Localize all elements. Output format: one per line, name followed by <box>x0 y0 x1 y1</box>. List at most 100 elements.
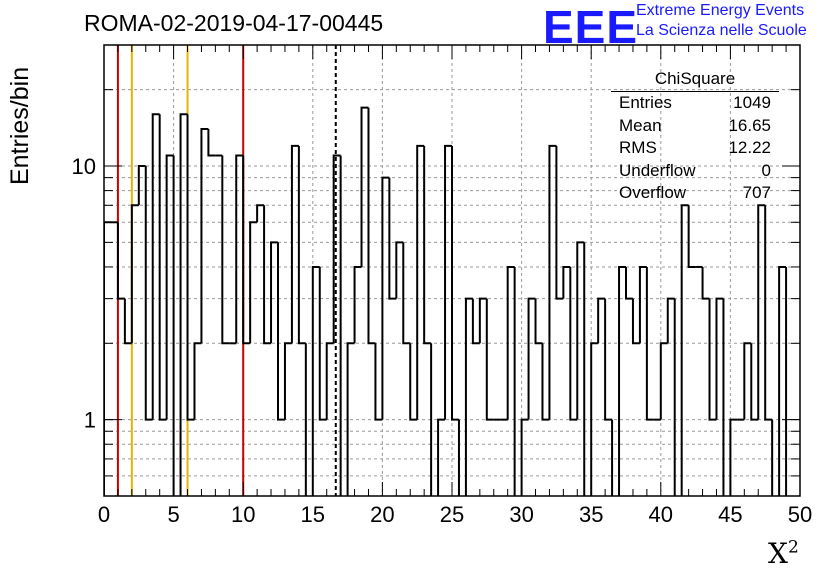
histogram-bin <box>332 154 341 344</box>
histogram-bin <box>158 114 167 421</box>
histogram-bars <box>104 106 788 496</box>
histogram-bin <box>423 145 432 345</box>
histogram-bin <box>757 204 766 420</box>
histogram-bin <box>381 176 390 420</box>
x-tick-label: 15 <box>301 502 325 527</box>
histogram-bin <box>513 266 516 496</box>
x-tick-label: 35 <box>579 502 603 527</box>
x-tick-label: 25 <box>440 502 464 527</box>
histogram-bin <box>277 242 285 421</box>
histogram-bin <box>130 204 139 344</box>
histogram-bin <box>778 265 787 496</box>
histogram-bin <box>416 144 425 420</box>
histogram-bin <box>444 144 452 420</box>
stats-value: 12.22 <box>728 138 771 157</box>
histogram-bin <box>701 266 710 300</box>
x-tick-label: 45 <box>718 502 742 527</box>
histogram-bin <box>611 419 614 496</box>
y-tick-label: 10 <box>72 154 96 179</box>
histogram-bin <box>785 266 788 496</box>
histogram-bin <box>471 298 480 345</box>
histogram-bin <box>263 205 272 345</box>
x-tick-label: 0 <box>98 502 110 527</box>
logo-text-line2: La Scienza nelle Scuole <box>636 22 807 39</box>
axes: 0 5 10 15 20 25 30 35 40 45 50 1 10 <box>72 44 812 527</box>
x-axis-label-sup: 2 <box>787 537 799 558</box>
histogram-bin <box>548 144 557 420</box>
x-axis-label-text: X <box>768 537 788 570</box>
histogram-bin <box>297 145 306 345</box>
histogram-bin <box>743 342 752 420</box>
histogram-bin <box>673 298 676 496</box>
histogram-bin <box>638 265 647 344</box>
histogram-bin <box>464 297 473 496</box>
eee-logo: EEE <box>543 1 639 53</box>
histogram-bin <box>576 241 585 420</box>
stats-value: 0 <box>761 160 771 180</box>
histogram-bin <box>437 418 446 496</box>
stats-label: Underflow <box>619 160 696 180</box>
marker-lines <box>116 45 337 496</box>
stats-box-title: ChiSquare <box>611 69 779 92</box>
histogram-bin <box>116 222 125 300</box>
y-tick-label: 1 <box>84 408 96 433</box>
histogram-bin <box>451 145 459 421</box>
histogram-bin <box>123 298 132 345</box>
stats-label: RMS <box>619 138 657 157</box>
histogram-bin <box>715 297 724 420</box>
histogram-bin <box>388 177 397 300</box>
stats-value: 1049 <box>733 93 771 112</box>
histogram-bin <box>457 419 460 496</box>
histogram-bin <box>235 154 244 344</box>
histogram-bin <box>430 343 433 496</box>
histogram-bin <box>604 298 613 421</box>
histogram-bin <box>193 342 202 420</box>
stats-label: Mean <box>619 115 662 135</box>
histogram-bin <box>249 221 258 344</box>
stats-value: 16.65 <box>728 115 771 135</box>
x-tick-label: 30 <box>509 502 533 527</box>
histogram-bin <box>200 127 209 344</box>
histogram-bin <box>687 205 696 268</box>
stats-label: Entries <box>619 93 672 112</box>
histogram-bin <box>409 343 418 421</box>
histogram-bin <box>165 154 174 420</box>
histogram-bin <box>659 342 668 420</box>
histogram-bin <box>771 419 774 496</box>
histogram-bin <box>562 265 571 299</box>
x-tick-label: 40 <box>649 502 673 527</box>
x-tick-label: 5 <box>167 502 179 527</box>
histogram-bin <box>597 297 606 344</box>
histogram-bin <box>729 418 738 496</box>
histogram-bin <box>618 265 626 496</box>
x-tick-label: 20 <box>370 502 394 527</box>
histogram-bin <box>478 297 487 344</box>
stats-row-rms: RMS 12.22 <box>611 137 779 160</box>
histogram-bin <box>283 342 292 420</box>
histogram-bin <box>520 418 529 496</box>
histogram-bin <box>151 113 160 420</box>
histogram-bin <box>590 342 599 496</box>
histogram-bin <box>144 166 153 421</box>
stats-label: Overflow <box>619 183 687 202</box>
histogram-bin <box>325 342 334 420</box>
histogram-bin <box>680 204 689 496</box>
histogram-bin <box>367 107 376 345</box>
x-axis-label: X2 <box>768 537 799 570</box>
histogram-bin <box>625 266 633 300</box>
histogram-bin <box>374 343 383 421</box>
stats-box: ChiSquare Entries 1049 Mean 16.65 RMS 12.22… <box>611 69 779 205</box>
histogram-bin <box>666 297 675 344</box>
y-axis-label: Entries/bin <box>6 66 34 185</box>
histogram-bin <box>256 204 265 223</box>
histogram-bin <box>722 298 725 496</box>
stats-value: 707 <box>742 183 771 202</box>
histogram-bin <box>346 342 355 496</box>
histogram-bin <box>311 265 320 496</box>
stats-row-entries: Entries 1049 <box>611 92 779 115</box>
histogram-bin <box>318 266 327 421</box>
histogram-bin <box>242 155 251 345</box>
histogram-bin <box>764 205 773 421</box>
histogram-bin <box>360 106 369 267</box>
